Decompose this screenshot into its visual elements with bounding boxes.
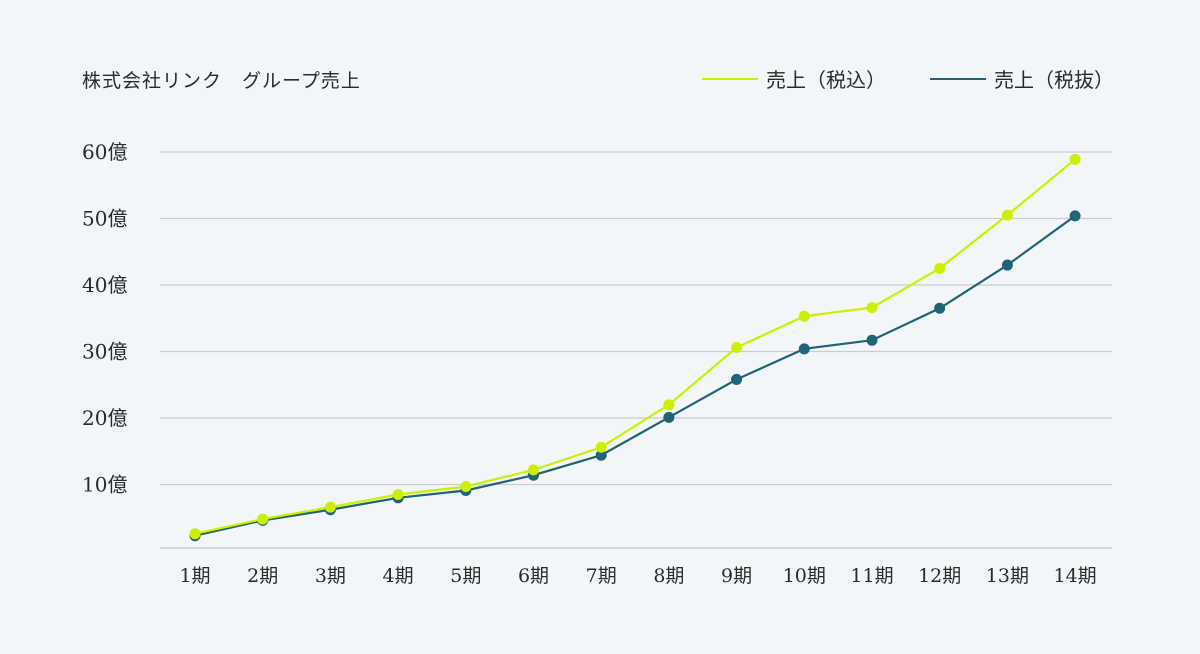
x-tick-label: 3期 [315,565,346,587]
x-tick-label: 8期 [653,565,684,587]
series-tax-excluded [189,210,1081,542]
y-tick-label: 40億 [82,273,127,297]
x-tick-label: 13期 [986,565,1029,587]
data-point[interactable] [1001,209,1013,221]
data-point[interactable] [324,501,336,513]
legend-swatch-tax-included [702,77,758,80]
x-tick-label: 1期 [179,565,210,587]
x-tick-label: 4期 [383,565,414,587]
x-tick-label: 10期 [783,565,826,587]
x-tick-label: 7期 [586,565,617,587]
data-point[interactable] [731,373,743,385]
data-point[interactable] [460,480,472,492]
data-point[interactable] [934,262,946,274]
data-point[interactable] [189,528,201,540]
data-point[interactable] [731,342,743,354]
y-tick-label: 30億 [82,340,127,364]
legend-item-tax-excluded: 売上（税抜） [930,64,1114,93]
data-point[interactable] [663,411,675,423]
data-point[interactable] [1069,153,1081,165]
legend-label-tax-included: 売上（税込） [766,68,886,92]
x-tick-label: 9期 [721,565,752,587]
series-tax-included [189,153,1081,540]
x-tick-label: 6期 [518,565,549,587]
data-point[interactable] [866,302,878,314]
data-point[interactable] [934,302,946,314]
x-tick-label: 5期 [450,565,481,587]
y-tick-label: 10億 [82,473,127,497]
data-point[interactable] [866,334,878,346]
data-point[interactable] [392,488,404,500]
legend-item-tax-included: 売上（税込） [702,64,886,93]
data-point[interactable] [663,399,675,411]
y-axis-labels: 10億 20億 30億 40億 50億 60億 [82,140,127,497]
x-tick-label: 2期 [247,565,278,587]
data-point[interactable] [1001,259,1013,271]
x-axis-labels: 1期 2期 3期 4期 5期 6期 7期 8期 9期 10期 11期 12期 13期 14期 [179,565,1096,587]
y-tick-label: 50億 [82,207,127,231]
data-point[interactable] [798,343,810,355]
data-series [189,153,1081,542]
y-tick-label: 20億 [82,406,127,430]
data-point[interactable] [257,513,269,525]
gridlines [160,151,1112,549]
data-point[interactable] [528,464,539,476]
series-line [194,158,1076,535]
legend-swatch-tax-excluded [930,77,986,80]
data-point[interactable] [595,441,607,453]
data-point[interactable] [595,449,607,461]
chart-title: 株式会社リンク グループ売上 [82,70,361,92]
x-tick-label: 12期 [918,565,961,587]
data-point[interactable] [798,310,810,322]
y-tick-label: 60億 [82,140,127,164]
legend-label-tax-excluded: 売上（税抜） [994,68,1114,92]
data-point[interactable] [1069,210,1081,222]
series-line [194,214,1076,537]
legend: 売上（税込） 売上（税抜） [658,64,1114,93]
x-tick-label: 14期 [1054,565,1097,587]
x-tick-label: 11期 [850,565,893,587]
